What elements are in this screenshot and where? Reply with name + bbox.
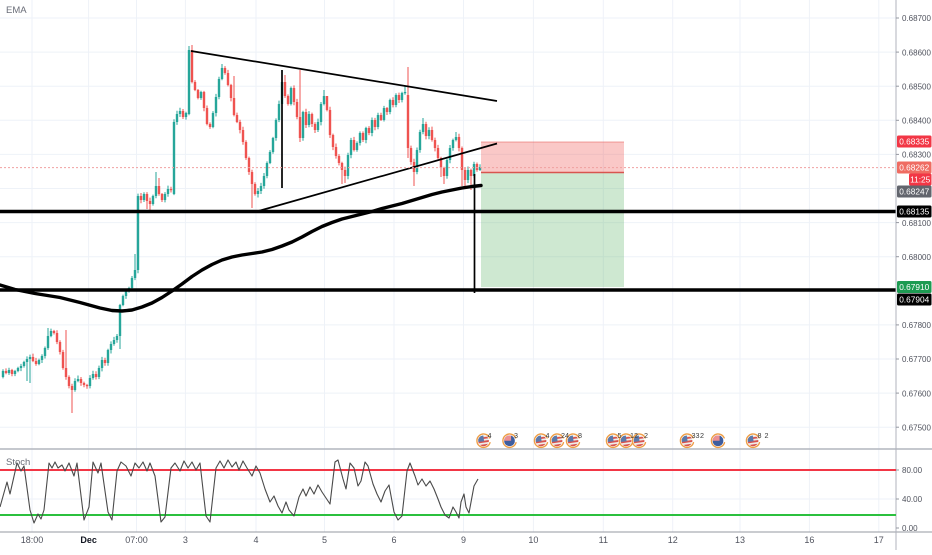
svg-text:2: 2 [644,431,648,440]
svg-text:EMA: EMA [6,5,27,16]
svg-text:4: 4 [253,535,258,545]
svg-text:0.67700: 0.67700 [902,355,931,364]
svg-text:11:25: 11:25 [910,175,931,185]
svg-text:0.68262: 0.68262 [899,163,929,173]
svg-text:16: 16 [804,535,814,545]
svg-text:0.68700: 0.68700 [902,14,931,23]
svg-text:3: 3 [183,535,188,545]
svg-text:0.68400: 0.68400 [902,117,931,126]
svg-text:Dec: Dec [80,535,97,545]
svg-text:0.68335: 0.68335 [899,137,929,147]
svg-text:0.67500: 0.67500 [902,423,931,432]
svg-text:2: 2 [765,431,769,440]
svg-text:10: 10 [528,535,538,545]
svg-text:13: 13 [735,535,745,545]
svg-text:07:00: 07:00 [125,535,148,545]
svg-text:0.67800: 0.67800 [902,321,931,330]
svg-text:33: 33 [692,431,700,440]
svg-text:40.00: 40.00 [902,495,923,504]
svg-text:4: 4 [488,431,492,440]
svg-text:0.67910: 0.67910 [899,282,929,292]
svg-text:2: 2 [700,431,704,440]
svg-text:24: 24 [561,431,569,440]
svg-text:0.00: 0.00 [902,524,918,533]
svg-text:6: 6 [391,535,396,545]
svg-text:80.00: 80.00 [902,466,923,475]
svg-text:0.68135: 0.68135 [899,207,929,217]
svg-text:3: 3 [514,431,518,440]
svg-text:9: 9 [461,535,466,545]
svg-text:0.68500: 0.68500 [902,82,931,91]
svg-text:0.68600: 0.68600 [902,48,931,57]
svg-text:0.68000: 0.68000 [902,253,931,262]
svg-text:18:00: 18:00 [21,535,44,545]
svg-text:17: 17 [874,535,884,545]
svg-text:4: 4 [546,431,550,440]
svg-text:12: 12 [630,431,638,440]
svg-text:12: 12 [668,535,678,545]
svg-text:Stoch: Stoch [6,457,30,468]
svg-text:0.68247: 0.68247 [899,187,929,197]
svg-text:5: 5 [618,431,622,440]
svg-text:0.67904: 0.67904 [899,295,929,305]
svg-text:0.67600: 0.67600 [902,389,931,398]
svg-text:0.68100: 0.68100 [902,219,931,228]
svg-text:5: 5 [322,535,327,545]
svg-text:11: 11 [599,535,608,545]
svg-text:8: 8 [578,431,582,440]
svg-text:0.68300: 0.68300 [902,151,931,160]
svg-text:8: 8 [758,431,762,440]
